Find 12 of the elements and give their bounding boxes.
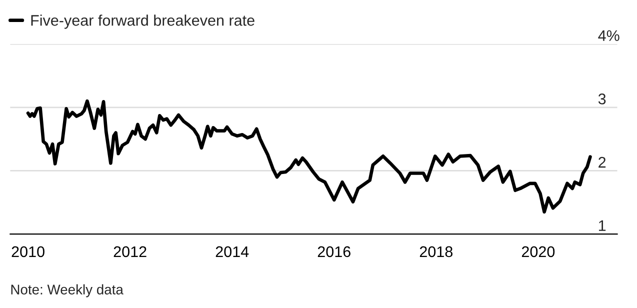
x-tick-label: 2014 [216, 246, 249, 258]
x-tick-label: 2010 [12, 246, 44, 258]
x-tick-label: 2020 [522, 246, 555, 258]
x-tick-label: 2012 [114, 246, 146, 258]
x-tick-label: 2018 [420, 246, 452, 258]
y-tick-label: 4% [598, 30, 620, 41]
legend-label: Five-year forward breakeven rate [31, 14, 254, 29]
text: Note: Weekly data [11, 284, 124, 298]
y-tick-label: 3 [598, 94, 606, 104]
y-tick-label: 1 [598, 220, 606, 231]
y-tick-label: 2 [598, 156, 606, 168]
x-tick-label: 2016 [318, 246, 350, 258]
